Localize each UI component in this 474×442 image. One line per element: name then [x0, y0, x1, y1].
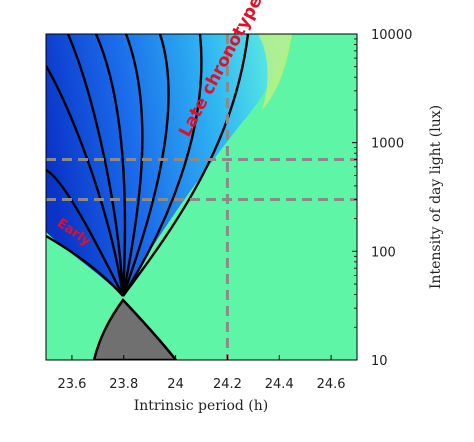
entrainment-phase-region [46, 34, 290, 296]
y-tick-label: 1000 [371, 137, 404, 152]
contour-line-6 [121, 34, 144, 297]
contour-line-2 [46, 168, 125, 297]
x-tick-label: 23.6 [57, 377, 86, 392]
plot-frame [45, 33, 358, 361]
contour-line-3 [46, 65, 125, 297]
contour-line-4 [66, 34, 125, 297]
contour-line-8 [121, 34, 203, 297]
x-tick-label: 23.8 [109, 377, 138, 392]
x-tick-label: 24.4 [265, 377, 294, 392]
contour-line-7 [121, 34, 170, 297]
y-tick-label: 10000 [371, 28, 412, 43]
y-axis-label: Intensity of day light (lux) [428, 105, 444, 289]
x-tick-label: 24 [167, 377, 184, 392]
contour-line-5 [94, 34, 127, 297]
reference-lines [46, 34, 357, 360]
plot-area [45, 33, 358, 361]
contour-lines [46, 34, 250, 297]
non-entrained-region [92, 298, 178, 360]
y-tick-label: 10 [371, 354, 388, 369]
yellow-edge-band [258, 34, 292, 110]
y-axis-ticks: 10 100 1000 10000 [352, 28, 412, 369]
y-tick-label: 100 [371, 245, 396, 260]
contour-line-1 [46, 234, 124, 297]
x-axis-label: Intrinsic period (h) [134, 398, 269, 414]
x-tick-label: 24.6 [317, 377, 346, 392]
x-axis-ticks: 23.6 23.8 24 24.2 24.4 24.6 [57, 355, 346, 392]
contour-line-9 [122, 34, 250, 297]
x-tick-label: 24.2 [213, 377, 242, 392]
